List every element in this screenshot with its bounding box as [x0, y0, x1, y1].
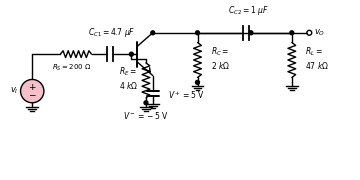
Circle shape — [195, 31, 199, 35]
Text: $R_C =$
$2\ k\Omega$: $R_C =$ $2\ k\Omega$ — [211, 45, 230, 71]
Text: −: − — [28, 91, 36, 100]
Text: $C_{C1} = 4.7\ \mu F$: $C_{C1} = 4.7\ \mu F$ — [88, 26, 136, 39]
Circle shape — [21, 79, 44, 103]
Text: $v_I$: $v_I$ — [10, 86, 19, 96]
Circle shape — [249, 31, 253, 35]
Circle shape — [151, 31, 155, 35]
Text: $C_{C2} = 1\ \mu F$: $C_{C2} = 1\ \mu F$ — [228, 4, 269, 17]
Circle shape — [290, 31, 294, 35]
Text: $R_S = 200\ \Omega$: $R_S = 200\ \Omega$ — [52, 63, 92, 73]
Text: $R_L =$
$47\ k\Omega$: $R_L =$ $47\ k\Omega$ — [305, 45, 329, 71]
Circle shape — [130, 52, 133, 56]
Circle shape — [144, 101, 148, 105]
Text: +: + — [28, 83, 36, 92]
Text: $v_O$: $v_O$ — [314, 28, 325, 38]
Text: $V^- = -5\ \mathrm{V}$: $V^- = -5\ \mathrm{V}$ — [123, 110, 169, 121]
Text: $R_E =$
$4\ k\Omega$: $R_E =$ $4\ k\Omega$ — [119, 66, 138, 91]
Circle shape — [195, 80, 199, 84]
Text: $V^+ = 5\ \mathrm{V}$: $V^+ = 5\ \mathrm{V}$ — [167, 89, 204, 101]
